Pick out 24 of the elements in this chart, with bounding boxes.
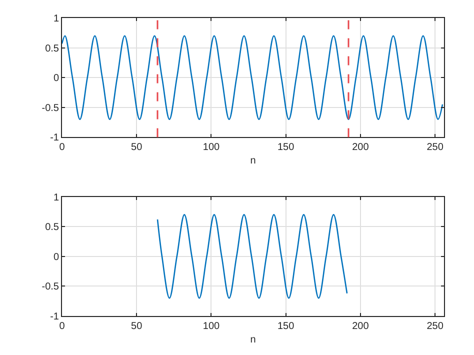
y-tick-label: 1 xyxy=(53,192,60,204)
y-tick-label: -1 xyxy=(50,132,60,144)
x-tick-label: 250 xyxy=(426,321,444,332)
y-tick-label: -0.5 xyxy=(42,282,60,293)
line-series xyxy=(62,35,444,120)
x-tick-label: 150 xyxy=(277,142,295,154)
x-tick-label: 100 xyxy=(202,142,220,154)
y-tick-label: 0.5 xyxy=(45,43,60,54)
y-tick-label: 1 xyxy=(53,14,60,24)
y-tick-label: 0 xyxy=(53,73,60,84)
x-tick-label: 50 xyxy=(131,321,143,332)
y-tick-label: -1 xyxy=(50,312,60,322)
y-tick-label: 0.5 xyxy=(45,222,60,234)
x-axis-title: n xyxy=(250,334,256,346)
y-tick-label: -0.5 xyxy=(42,102,60,114)
x-tick-label: 200 xyxy=(352,321,370,332)
x-tick-label: 200 xyxy=(352,142,370,154)
y-tick-label: 0 xyxy=(53,252,60,263)
x-tick-label: 50 xyxy=(131,142,143,154)
line-series xyxy=(156,214,348,299)
x-tick-label: 100 xyxy=(202,321,220,332)
x-tick-label: 150 xyxy=(277,321,295,332)
x-tick-label: 250 xyxy=(426,142,444,154)
x-axis-title: n xyxy=(250,156,256,167)
